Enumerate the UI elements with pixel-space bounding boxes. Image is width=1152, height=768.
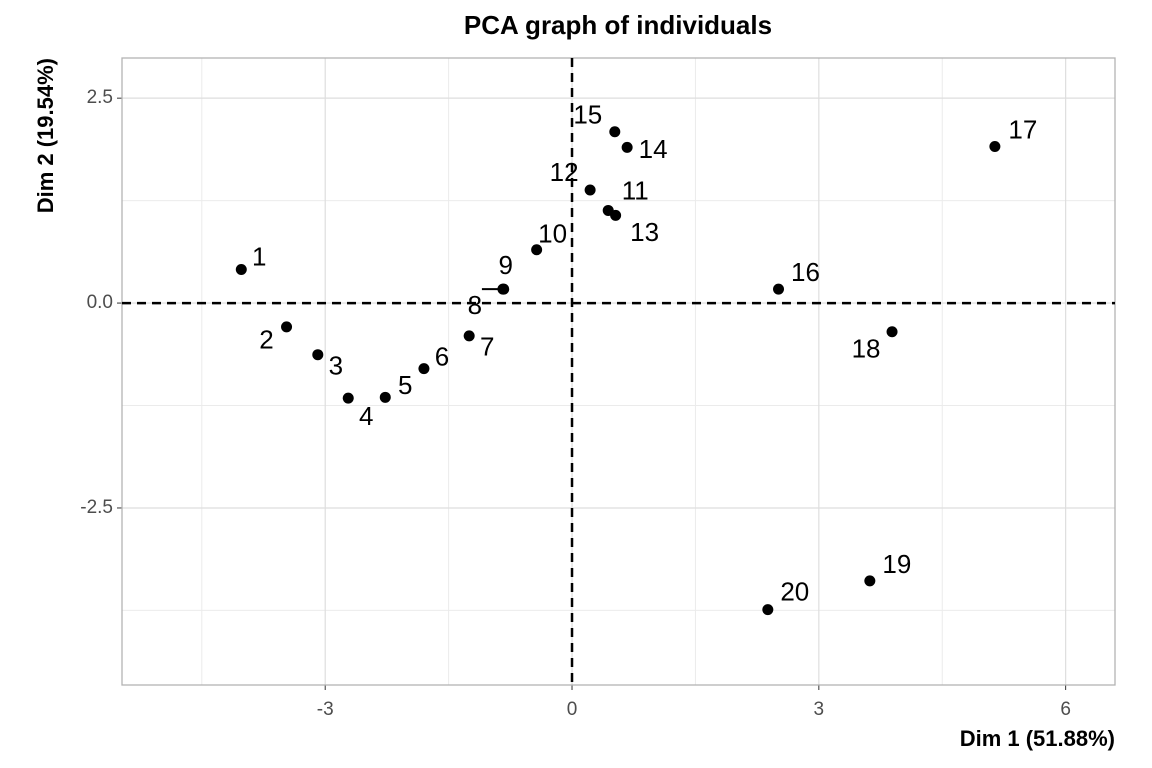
point	[609, 126, 621, 138]
point	[235, 263, 247, 275]
point-label: 19	[882, 549, 911, 579]
point-label: 1	[252, 241, 266, 271]
point	[621, 141, 633, 153]
point	[886, 326, 898, 338]
x-axis-title: Dim 1 (51.88%)	[960, 726, 1115, 751]
point-label: 10	[538, 219, 567, 249]
point-label: 14	[639, 134, 668, 164]
point	[773, 283, 785, 295]
point	[281, 321, 293, 333]
point-label: 8	[468, 290, 482, 320]
y-tick-label: 0.0	[87, 292, 113, 313]
plot-border	[121, 57, 1116, 686]
point-label: 3	[329, 351, 343, 381]
point	[379, 391, 391, 403]
point	[531, 244, 543, 256]
point-label: 11	[622, 175, 649, 205]
y-tick-label: 2.5	[87, 87, 113, 108]
point	[610, 209, 622, 221]
point	[584, 184, 596, 196]
point-label: 6	[435, 342, 449, 372]
point-label: 7	[480, 332, 494, 362]
point	[312, 349, 324, 361]
point-label: 18	[852, 334, 881, 364]
point	[762, 604, 774, 616]
point-label: 16	[791, 257, 820, 287]
y-axis-title: Dim 2 (19.54%)	[33, 58, 58, 213]
point-label: 13	[630, 217, 659, 247]
point	[342, 392, 354, 404]
x-tick-label: 0	[567, 699, 578, 720]
point-label: 20	[780, 576, 809, 606]
point-label: 5	[398, 370, 412, 400]
chart-title: PCA graph of individuals	[464, 10, 772, 40]
x-tick-label: 6	[1060, 699, 1071, 720]
point	[498, 283, 510, 295]
point-label: 12	[550, 157, 579, 187]
point	[418, 363, 430, 375]
point	[864, 575, 876, 587]
point	[463, 330, 475, 342]
y-tick-label: -2.5	[80, 497, 113, 518]
point	[989, 141, 1001, 153]
point-label: 4	[359, 401, 373, 431]
point-label: 15	[573, 100, 602, 130]
x-tick-label: -3	[317, 699, 334, 720]
point-label: 9	[498, 250, 512, 280]
point-label: 2	[259, 325, 273, 355]
x-tick-label: 3	[814, 699, 825, 720]
point-label: 17	[1008, 114, 1037, 144]
